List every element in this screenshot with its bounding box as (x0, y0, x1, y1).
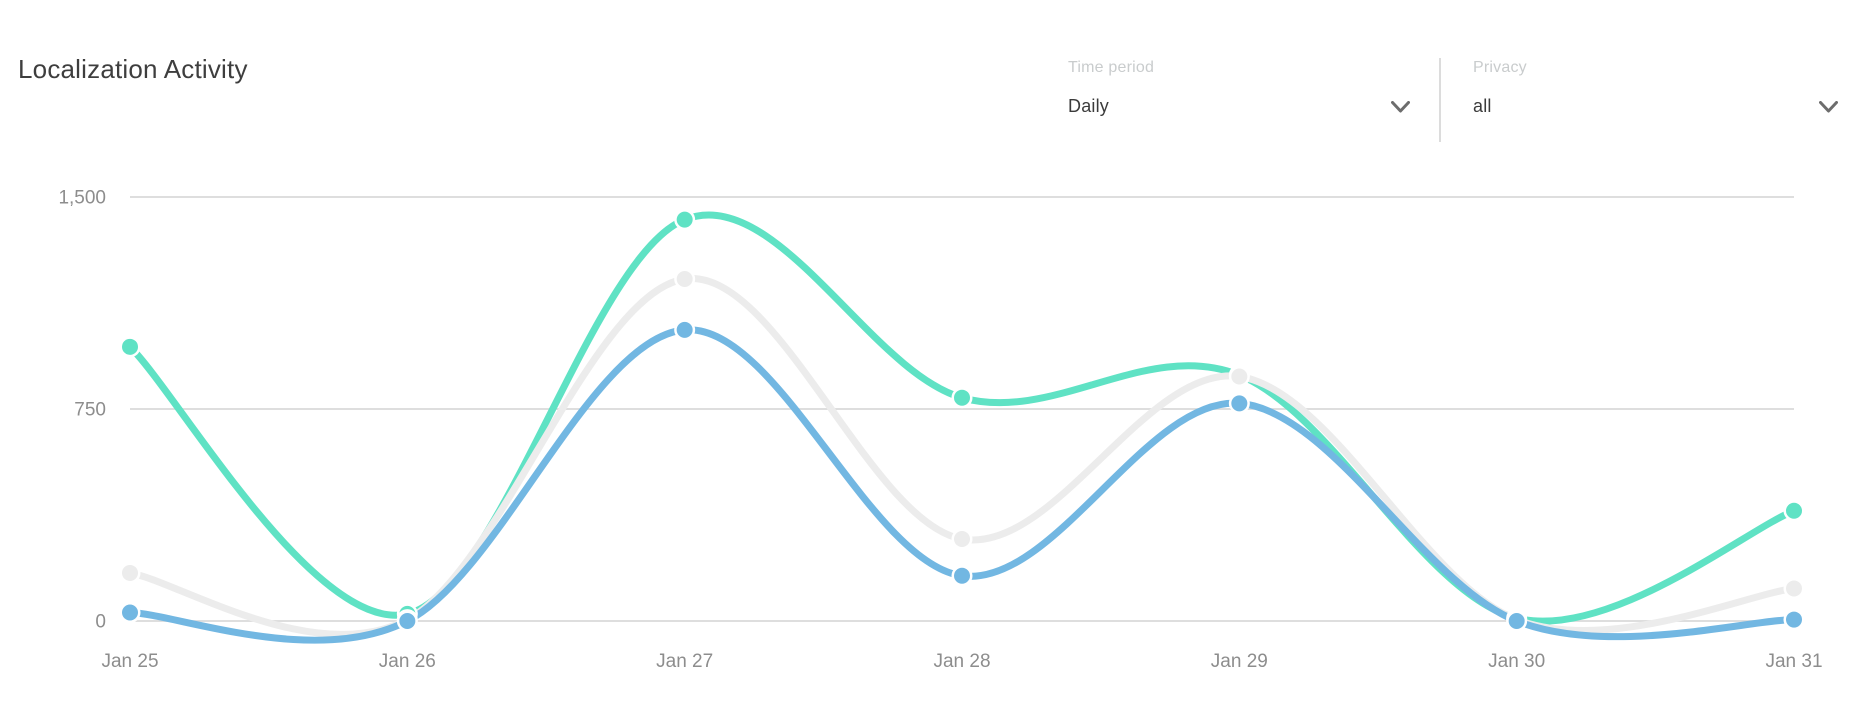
data-point-series-blue (399, 613, 416, 629)
data-point-series-gray (954, 531, 970, 548)
page-title: Localization Activity (18, 54, 248, 84)
data-point-series-teal (676, 211, 693, 228)
data-point-series-blue (1231, 395, 1248, 412)
data-point-series-blue (1786, 611, 1802, 628)
privacy-value: all (1473, 96, 1492, 116)
controls-divider (1439, 58, 1441, 142)
data-point-series-gray (1786, 580, 1802, 597)
y-tick-label: 0 (95, 612, 106, 633)
series-line-series-teal (126, 211, 1798, 625)
data-point-series-teal (1786, 502, 1802, 519)
data-point-series-blue (954, 567, 970, 584)
x-tick-label: Jan 27 (656, 651, 713, 672)
data-point-series-gray (1231, 368, 1248, 385)
x-tick-label: Jan 31 (1765, 651, 1822, 672)
time-period-dropdown[interactable]: Time period Daily (1068, 58, 1410, 117)
data-point-series-teal (122, 338, 138, 355)
data-point-series-gray (676, 270, 693, 287)
x-tick-label: Jan 30 (1488, 651, 1545, 672)
data-point-series-teal (954, 389, 970, 406)
data-point-series-blue (122, 604, 138, 621)
privacy-label: Privacy (1473, 59, 1527, 76)
data-point-series-gray (122, 564, 138, 581)
chevron-down-icon[interactable] (1819, 101, 1838, 114)
x-tick-label: Jan 29 (1211, 651, 1268, 672)
privacy-dropdown[interactable]: Privacy all (1473, 58, 1838, 117)
data-point-series-blue (1508, 613, 1525, 629)
x-tick-label: Jan 28 (933, 651, 990, 672)
data-point-series-blue (676, 321, 693, 338)
chevron-down-icon[interactable] (1391, 101, 1410, 114)
x-tick-label: Jan 26 (379, 651, 436, 672)
y-tick-label: 1,500 (58, 188, 106, 209)
x-tick-label: Jan 25 (101, 651, 158, 672)
y-tick-label: 750 (74, 400, 106, 421)
series-line-series-blue (126, 326, 1798, 644)
time-period-label: Time period (1068, 59, 1155, 76)
time-period-value: Daily (1068, 96, 1110, 116)
